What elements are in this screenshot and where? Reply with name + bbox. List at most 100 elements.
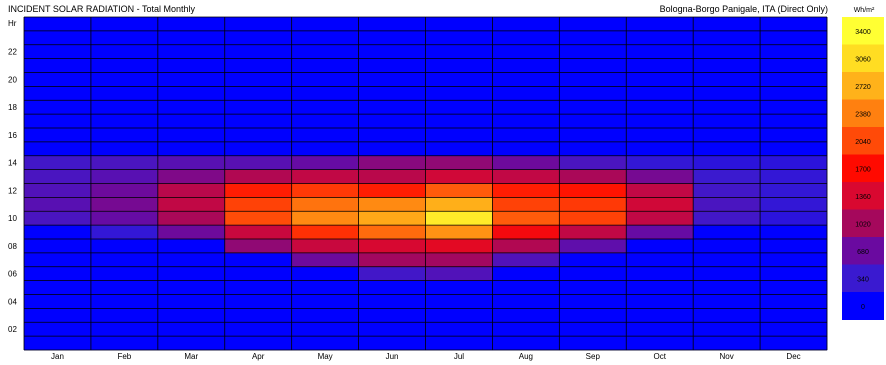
scale-label: 2720 (855, 84, 871, 91)
heatmap-cell (425, 225, 493, 240)
heatmap-cell (626, 114, 694, 129)
heatmap-cell (492, 294, 560, 309)
heatmap-cell (358, 197, 426, 212)
heatmap-cell (291, 58, 359, 73)
heatmap-cell (492, 128, 560, 143)
heatmap-cell (492, 252, 560, 268)
heatmap-cell (425, 169, 493, 184)
heatmap-cell (358, 17, 426, 32)
heatmap-cell (760, 128, 828, 143)
heatmap-cell (224, 100, 292, 115)
heatmap-cell (559, 100, 627, 115)
heatmap-cell (90, 169, 159, 184)
chart-subtitle: Bologna-Borgo Panigale, ITA (Direct Only… (660, 4, 828, 14)
y-tick-labels: 22 20 18 16 14 12 10 08 06 04 02 (8, 48, 17, 335)
heatmap-cell (24, 17, 92, 32)
heatmap-cell (291, 169, 359, 184)
heatmap-cell (626, 294, 694, 309)
heatmap-cell (492, 239, 560, 254)
heatmap-cell (693, 239, 761, 254)
scale-label: 2040 (855, 139, 871, 146)
scale-swatch (842, 99, 884, 128)
heatmap-cell (224, 266, 292, 281)
heatmap-cell (24, 30, 92, 46)
heatmap-cell (425, 141, 493, 157)
heatmap-cell (425, 72, 493, 87)
heatmap-cell (358, 169, 426, 184)
heatmap-cell (492, 336, 560, 351)
heatmap-cell (693, 128, 761, 143)
heatmap-cell (224, 44, 292, 59)
heatmap-cell (157, 128, 226, 143)
heatmap-cell (626, 197, 694, 212)
heatmap-cell (626, 183, 694, 198)
scale-swatch (842, 17, 884, 45)
heatmap-cell (626, 322, 694, 337)
heatmap-cell (24, 44, 92, 59)
y-tick-label: 20 (8, 75, 17, 84)
scale-label: 3060 (855, 56, 871, 63)
heatmap-cell (693, 211, 761, 226)
heatmap-cell (358, 114, 426, 129)
heatmap-cell (90, 100, 159, 115)
heatmap-cell (760, 17, 828, 32)
heatmap-cell (626, 266, 694, 281)
heatmap-cell (90, 225, 159, 240)
heatmap-cell (693, 155, 761, 170)
heatmap-cell (760, 169, 828, 184)
heatmap-cell (492, 280, 560, 295)
heatmap-cell (358, 100, 426, 115)
heatmap-cell (24, 183, 92, 198)
scale-swatch (842, 72, 884, 100)
heatmap-cell (291, 155, 359, 170)
heatmap-cell (291, 197, 359, 212)
heatmap-cell (492, 155, 560, 170)
heatmap-cell (626, 141, 694, 157)
heatmap-cell (559, 239, 627, 254)
heatmap-cell (425, 30, 493, 46)
heatmap-cell (626, 280, 694, 295)
heatmap-cell (90, 183, 159, 198)
heatmap-cell (492, 169, 560, 184)
heatmap-cell (626, 44, 694, 59)
chart-title: INCIDENT SOLAR RADIATION - Total Monthly (8, 4, 196, 14)
heatmap-cell (492, 86, 560, 101)
heatmap-cell (224, 197, 292, 212)
heatmap-cell (24, 155, 92, 170)
heatmap-cell (559, 183, 627, 198)
heatmap-cell (693, 72, 761, 87)
heatmap-cell (157, 322, 226, 337)
heatmap-cell (90, 44, 159, 59)
heatmap-cell (626, 155, 694, 170)
heatmap-cell (157, 114, 226, 129)
heatmap-cell (157, 252, 226, 268)
heatmap-cell (291, 86, 359, 101)
heatmap-cell (291, 183, 359, 198)
y-tick-label: 22 (8, 48, 17, 57)
heatmap-cell (492, 183, 560, 198)
heatmap-cell (291, 266, 359, 281)
heatmap-cell (492, 211, 560, 226)
heatmap-cell (492, 114, 560, 129)
heatmap-cell (24, 58, 92, 73)
heatmap-cell (425, 322, 493, 337)
heatmap-cell (425, 211, 493, 226)
heatmap-cell (157, 44, 226, 59)
heatmap-cell (559, 336, 627, 351)
heatmap-cell (626, 225, 694, 240)
heatmap-cell (24, 128, 92, 143)
scale-label: 340 (857, 276, 869, 283)
heatmap-cell (358, 155, 426, 170)
heatmap-cell (760, 336, 828, 351)
heatmap-cell (559, 17, 627, 32)
heatmap-cell (626, 128, 694, 143)
heatmap-cell (24, 308, 92, 323)
heatmap-cell (24, 252, 92, 268)
heatmap-cell (760, 72, 828, 87)
scale-swatch (842, 127, 884, 155)
heatmap-cell (559, 128, 627, 143)
heatmap-cell (693, 252, 761, 268)
heatmap-cell (358, 30, 426, 46)
heatmap-cell (425, 280, 493, 295)
heatmap-cell (24, 86, 92, 101)
